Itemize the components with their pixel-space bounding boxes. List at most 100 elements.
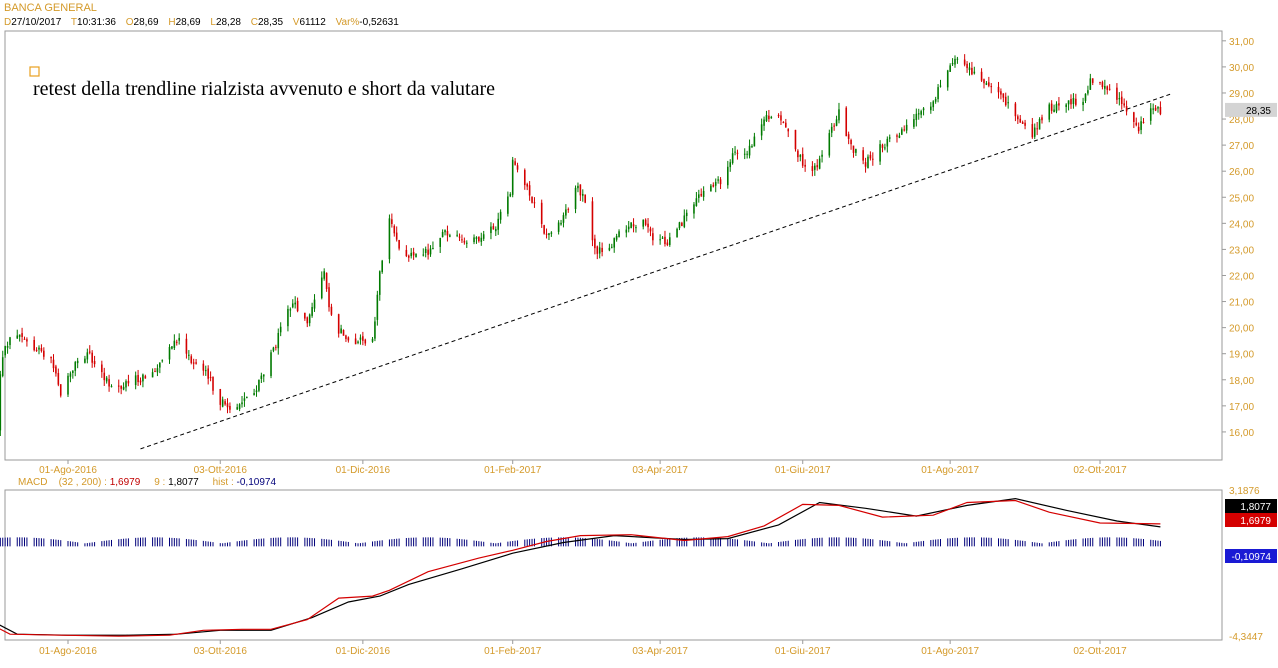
candle-up-body xyxy=(178,337,180,341)
candle-down-body xyxy=(212,376,214,391)
candle-up-body xyxy=(84,358,86,363)
candle-down-body xyxy=(801,153,804,166)
candle-up-body xyxy=(1072,98,1075,104)
price-y-tick-label: 17,00 xyxy=(1229,402,1254,413)
last-price-tag: 28,35 xyxy=(1246,106,1271,117)
candle-up-body xyxy=(956,58,959,60)
candle-up-body xyxy=(482,234,485,239)
candle-up-body xyxy=(618,231,620,237)
candle-up-body xyxy=(743,153,746,155)
candle-up-body xyxy=(937,87,939,100)
candle-up-body xyxy=(188,354,190,356)
candle-down-body xyxy=(328,287,330,308)
candle-down-body xyxy=(362,336,364,341)
annotation-marker xyxy=(29,66,40,77)
candle-up-body xyxy=(371,338,374,342)
candle-down-body xyxy=(393,225,396,234)
candle-down-body xyxy=(33,339,35,351)
candle-up-body xyxy=(1089,78,1092,90)
candle-up-body xyxy=(932,101,935,108)
macd-title: MACD xyxy=(18,477,48,488)
price-y-tick-label: 30,00 xyxy=(1229,63,1254,74)
price-y-tick-label: 18,00 xyxy=(1229,376,1254,387)
chart-title: BANCA GENERAL xyxy=(4,2,97,14)
price-x-tick-label: 01-Dic-2016 xyxy=(336,465,391,476)
candle-up-body xyxy=(835,119,838,126)
candle-up-body xyxy=(378,271,381,295)
candle-up-body xyxy=(968,67,971,71)
candle-up-body xyxy=(748,145,751,156)
candle-up-body xyxy=(151,372,154,378)
candle-up-body xyxy=(1149,108,1152,121)
candle-down-body xyxy=(811,166,814,171)
candle-up-body xyxy=(727,166,729,186)
candle-down-body xyxy=(647,223,649,228)
candle-up-body xyxy=(814,165,816,170)
candle-down-body xyxy=(997,86,1000,93)
candle-down-body xyxy=(103,372,106,381)
price-y-tick-label: 21,00 xyxy=(1229,298,1254,309)
candle-down-body xyxy=(202,363,205,371)
price-x-tick-label: 01-Giu-2017 xyxy=(775,465,831,476)
candle-up-body xyxy=(246,396,248,398)
candle-down-body xyxy=(988,82,990,86)
candle-up-body xyxy=(173,340,176,348)
price-x-tick-label: 02-Ott-2017 xyxy=(1073,465,1127,476)
candle-down-body xyxy=(26,339,28,342)
candle-up-body xyxy=(449,235,451,237)
candle-down-body xyxy=(1050,103,1053,111)
candle-up-body xyxy=(1038,118,1041,130)
candle-down-body xyxy=(1099,81,1101,83)
candle-down-body xyxy=(398,239,400,249)
price-x-tick-label: 01-Feb-2017 xyxy=(484,465,542,476)
candle-up-body xyxy=(289,309,292,311)
candle-up-body xyxy=(799,154,802,157)
price-y-tick-label: 24,00 xyxy=(1229,219,1254,230)
candle-down-body xyxy=(1021,122,1024,124)
candle-down-body xyxy=(337,314,340,334)
candle-down-body xyxy=(93,360,96,365)
hist-label: hist : xyxy=(212,477,234,488)
candle-up-body xyxy=(67,375,69,395)
candle-up-body xyxy=(627,226,630,230)
candle-down-body xyxy=(1019,118,1022,123)
candle-down-body xyxy=(101,364,103,373)
candle-up-body xyxy=(311,307,313,316)
candle-down-body xyxy=(579,184,582,196)
candle-up-body xyxy=(74,362,77,371)
candle-down-body xyxy=(1142,121,1145,123)
candle-up-body xyxy=(142,374,144,382)
candle-up-body xyxy=(763,119,765,126)
candle-down-body xyxy=(1004,96,1007,106)
candle-down-body xyxy=(347,337,350,341)
candle-up-body xyxy=(1082,101,1084,105)
candle-down-body xyxy=(845,107,848,137)
candle-down-body xyxy=(1125,106,1128,112)
price-y-tick-label: 20,00 xyxy=(1229,324,1254,335)
candle-down-body xyxy=(492,226,495,230)
candle-up-body xyxy=(635,227,637,229)
candle-down-body xyxy=(1116,87,1118,100)
candle-down-body xyxy=(850,140,852,145)
candle-up-body xyxy=(898,135,901,138)
candle-down-body xyxy=(195,362,197,364)
candle-up-body xyxy=(838,109,840,121)
candle-down-body xyxy=(139,380,142,383)
candle-down-body xyxy=(516,165,519,170)
price-y-tick-label: 28,00 xyxy=(1229,115,1254,126)
candle-up-body xyxy=(272,347,275,351)
candle-up-body xyxy=(879,144,881,162)
candle-up-body xyxy=(509,194,512,197)
candle-down-body xyxy=(1031,124,1034,138)
candle-down-body xyxy=(229,405,231,410)
candle-up-body xyxy=(0,374,2,431)
price-x-tick-label: 03-Apr-2017 xyxy=(632,465,688,476)
candle-down-body xyxy=(463,240,466,243)
candle-down-body xyxy=(446,231,449,236)
candle-up-body xyxy=(598,247,601,254)
candle-down-body xyxy=(391,219,393,225)
candle-down-body xyxy=(1091,78,1094,83)
candle-up-body xyxy=(253,393,255,396)
signal-line xyxy=(0,497,1161,636)
candle-up-body xyxy=(308,314,311,324)
